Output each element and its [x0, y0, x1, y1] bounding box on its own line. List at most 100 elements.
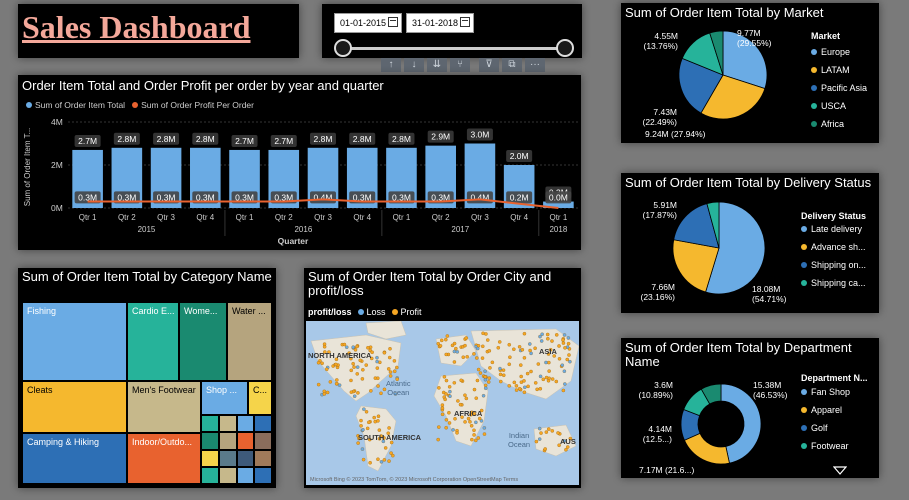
treemap-tile-wome[interactable]: Wome... [179, 302, 227, 381]
treemap-tile-small[interactable] [236, 432, 255, 450]
calendar-icon[interactable] [460, 17, 470, 27]
city-point [464, 336, 469, 340]
expand-all-icon[interactable]: ⇊ [427, 58, 447, 72]
legend-dot-icon [801, 244, 807, 250]
city-point [375, 366, 380, 370]
legend-item-europe[interactable]: Europe [811, 47, 850, 57]
treemap-tile-small[interactable] [236, 449, 255, 467]
legend-item-fan-shop[interactable]: Fan Shop [801, 387, 850, 397]
treemap-tile-small[interactable] [254, 466, 272, 484]
city-point [466, 416, 471, 421]
city-point [540, 332, 544, 337]
city-point [353, 348, 358, 352]
end-date-input[interactable]: 31-01-2018 [406, 13, 474, 33]
category-treemap-panel[interactable]: Sum of Order Item Total by Category Name… [18, 268, 276, 488]
legend-item-shipping-ca-[interactable]: Shipping ca... [801, 278, 866, 288]
legend-item-pacific-asia[interactable]: Pacific Asia [811, 83, 867, 93]
treemap-tile-small[interactable] [201, 449, 219, 467]
slider-track[interactable] [343, 47, 567, 50]
treemap-tile-small[interactable] [218, 466, 237, 484]
slider-start-handle[interactable] [334, 39, 352, 57]
land-shape [435, 334, 477, 367]
treemap-tile-small[interactable] [236, 415, 255, 433]
treemap-tile-small[interactable] [201, 466, 219, 484]
city-point [554, 333, 559, 337]
legend-label: Golf [811, 423, 828, 433]
treemap-tile-small[interactable] [254, 432, 272, 450]
more-options-icon[interactable]: ··· [525, 58, 545, 72]
city-point [460, 415, 464, 419]
pie-label-latam: 9.24M (27.94%) [645, 129, 706, 139]
data-label-bg [466, 128, 493, 141]
treemap-tile-small[interactable] [201, 432, 219, 450]
legend-item-shipping-on-[interactable]: Shipping on... [801, 260, 866, 270]
legend-dot-icon [811, 85, 817, 91]
slice-fan-shop [720, 383, 762, 464]
filter-icon[interactable]: ⊽ [479, 58, 499, 72]
treemap-tile-small[interactable] [218, 432, 237, 450]
treemap-tile-small[interactable] [236, 466, 255, 484]
legend-item-order-item-total[interactable]: Sum of Order Item Total [35, 100, 126, 110]
city-point [566, 341, 571, 346]
city-point [324, 367, 329, 372]
treemap-tile-small[interactable] [218, 449, 237, 467]
city-point [337, 383, 342, 387]
treemap-tile-shop[interactable]: Shop ... [201, 381, 248, 415]
legend-item-golf[interactable]: Golf [801, 423, 828, 433]
data-label-bg [74, 134, 101, 147]
city-point [507, 343, 512, 347]
treemap-tile-indoor-outdo[interactable]: Indoor/Outdo... [127, 433, 201, 484]
city-point [472, 433, 476, 437]
start-date-input[interactable]: 01-01-2015 [334, 13, 402, 33]
treemap-tile-water[interactable]: Water ... [227, 302, 272, 381]
city-point [451, 428, 455, 432]
department-donut-panel[interactable]: Sum of Order Item Total by Department Na… [621, 338, 879, 478]
drill-down-icon[interactable]: ↓ [404, 58, 424, 72]
treemap-tile-camping-hiking[interactable]: Camping & Hiking [22, 433, 127, 484]
calendar-icon[interactable] [388, 17, 398, 27]
expand-hierarchy-icon[interactable]: ⑂ [450, 58, 470, 72]
focus-mode-icon[interactable]: ⧉ [502, 58, 522, 72]
y-tick-label: 0M [51, 203, 63, 213]
legend-label: Fan Shop [811, 387, 851, 397]
end-date-value: 31-01-2018 [412, 18, 459, 28]
legend-item-order-profit[interactable]: Sum of Order Profit Per Order [141, 100, 254, 110]
legend-item-loss[interactable]: Loss [366, 307, 386, 317]
city-point [453, 417, 457, 421]
treemap-tile-small[interactable] [254, 449, 272, 467]
treemap-tile-fishing[interactable]: Fishing [22, 302, 127, 381]
legend-item-africa[interactable]: Africa [811, 119, 844, 129]
city-point [474, 420, 478, 425]
combo-chart-panel[interactable]: Order Item Total and Order Profit per or… [18, 75, 581, 250]
market-legend-title: Market [811, 31, 841, 41]
date-slicer[interactable]: 01-01-2015 31-01-2018 [322, 4, 582, 58]
legend-label: Shipping on... [811, 260, 867, 270]
city-point [349, 356, 353, 361]
treemap-tile-small[interactable] [201, 415, 219, 433]
treemap-tile-small[interactable] [254, 415, 272, 433]
legend-item-apparel[interactable]: Apparel [801, 405, 842, 415]
data-label-order-profit: 0.2M [510, 192, 529, 202]
treemap-tile-men-s-footwear[interactable]: Men's Footwear [127, 381, 201, 433]
slider-end-handle[interactable] [556, 39, 574, 57]
delivery-pie-panel[interactable]: Sum of Order Item Total by Delivery Stat… [621, 173, 879, 313]
city-map-panel[interactable]: Sum of Order Item Total by Order City an… [304, 268, 581, 488]
scroll-down-icon[interactable] [833, 466, 847, 476]
city-point [456, 399, 460, 403]
city-point [498, 366, 502, 371]
world-map[interactable]: NORTH AMERICA ASIA Atlantic Ocean AFRICA… [306, 321, 579, 485]
treemap-tile-small[interactable] [218, 415, 237, 433]
treemap-tile-cardio-e[interactable]: Cardio E... [127, 302, 179, 381]
treemap-tile-c[interactable]: C... [248, 381, 272, 415]
city-point [382, 436, 386, 440]
legend-item-latam[interactable]: LATAM [811, 65, 850, 75]
legend-item-usca[interactable]: USCA [811, 101, 846, 111]
market-pie-panel[interactable]: Sum of Order Item Total by Market 4.55M … [621, 3, 879, 143]
delivery-pie-chart [672, 201, 766, 295]
legend-item-footwear[interactable]: Footwear [801, 441, 849, 451]
drill-up-icon[interactable]: ↑ [381, 58, 401, 72]
treemap-tile-cleats[interactable]: Cleats [22, 381, 127, 433]
legend-item-advance-sh-[interactable]: Advance sh... [801, 242, 866, 252]
legend-item-late-delivery[interactable]: Late delivery [801, 224, 862, 234]
legend-item-profit[interactable]: Profit [400, 307, 422, 317]
